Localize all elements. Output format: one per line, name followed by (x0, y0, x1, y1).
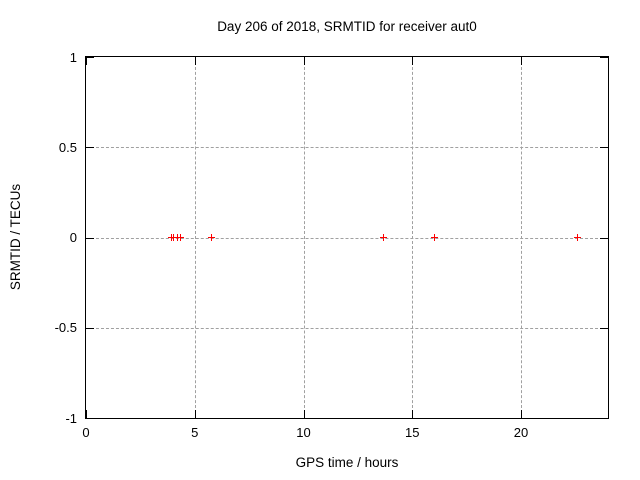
x-tick-bottom (303, 410, 305, 418)
y-tick-left (86, 147, 94, 149)
data-point-marker (169, 234, 177, 241)
y-tick-left (86, 57, 94, 58)
x-axis-label: GPS time / hours (295, 455, 399, 470)
x-tick-top (194, 57, 196, 65)
x-tick-bottom (412, 410, 414, 418)
marker-vertical-bar (180, 234, 182, 241)
x-tick-label: 15 (405, 425, 420, 440)
y-tick-left (86, 327, 94, 329)
x-tick-top (521, 57, 522, 65)
data-point-marker (430, 234, 438, 241)
data-point-marker (380, 234, 388, 241)
marker-vertical-bar (172, 234, 174, 241)
data-point-marker (177, 234, 185, 241)
marker-vertical-bar (577, 234, 579, 241)
y-tick-label: -1 (65, 410, 77, 426)
x-tick-label: 0 (82, 425, 90, 440)
y-tick-label: 1 (69, 49, 77, 65)
data-point-marker (207, 234, 215, 241)
y-tick-right (600, 147, 608, 149)
x-tick-label: 10 (296, 425, 311, 440)
x-tick-top (412, 57, 414, 65)
marker-vertical-bar (210, 234, 212, 241)
y-tick-left (86, 237, 94, 239)
x-tick-bottom (194, 410, 196, 418)
x-tick-bottom (521, 410, 522, 418)
x-tick-label: 20 (513, 425, 529, 440)
marker-vertical-bar (383, 234, 385, 241)
x-tick-bottom (86, 410, 87, 418)
y-gridline (86, 237, 608, 239)
y-tick-right (600, 237, 608, 239)
y-tick-label: -0.5 (54, 320, 77, 336)
marker-vertical-bar (433, 234, 435, 241)
y-tick-left (86, 418, 94, 419)
y-gridline (86, 327, 608, 329)
y-tick-label: 0.5 (58, 139, 77, 155)
data-point-marker (574, 234, 582, 241)
y-tick-label: 0 (69, 230, 77, 245)
x-tick-top (86, 57, 87, 65)
y-tick-right (600, 418, 608, 419)
plot-area: 0 5 10 15 20 -1 -0.5 0 0.5 1 (55, 50, 609, 440)
y-tick-right (600, 57, 608, 58)
x-tick-top (303, 57, 305, 65)
y-tick-right (600, 327, 608, 329)
x-tick-label: 5 (191, 425, 199, 440)
y-gridline (86, 147, 608, 149)
chart-title: Day 206 of 2018, SRMTID for receiver aut… (217, 19, 477, 34)
y-axis-label: SRMTID / TECUs (8, 183, 23, 291)
